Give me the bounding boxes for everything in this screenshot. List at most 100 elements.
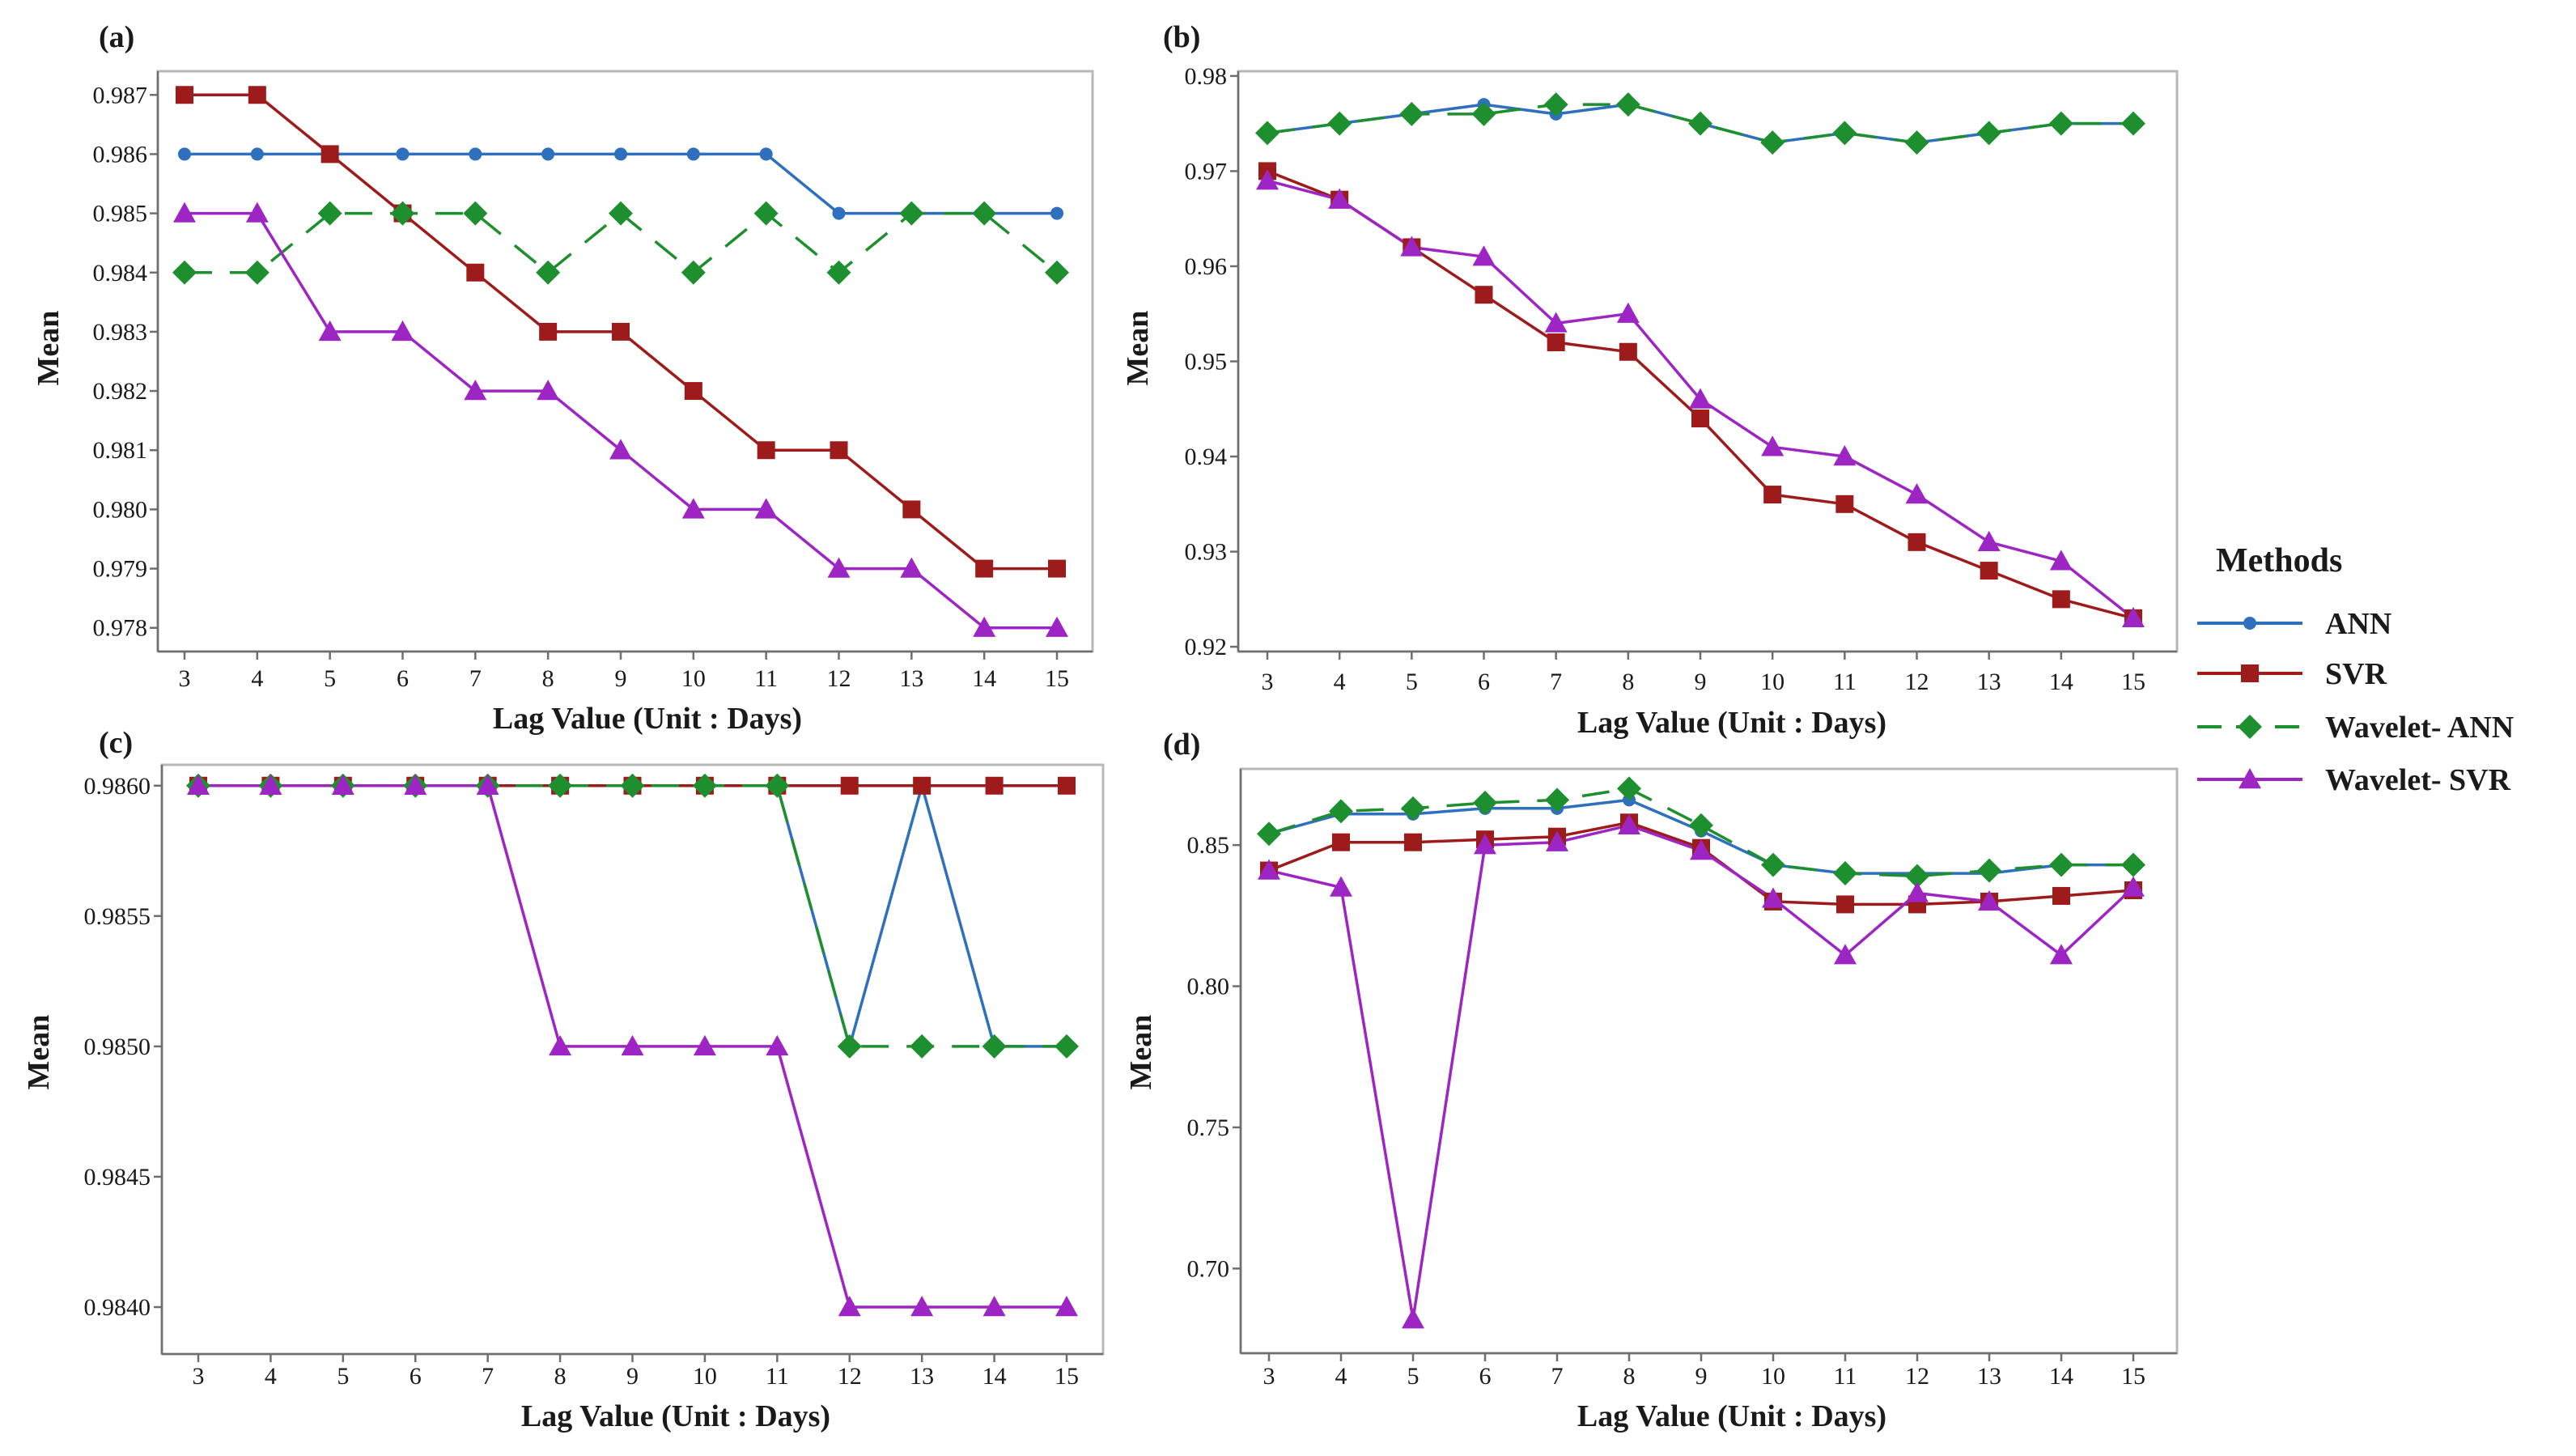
x-tick-label: 14 <box>982 1363 1007 1390</box>
x-tick-label: 11 <box>1833 669 1857 695</box>
panel-label: (a) <box>99 20 134 54</box>
data-point <box>1760 130 1785 155</box>
data-point <box>1544 312 1568 333</box>
x-tick-label: 6 <box>410 1363 422 1390</box>
x-tick-label: 10 <box>693 1363 717 1390</box>
data-point <box>1977 858 2001 883</box>
data-point <box>1055 1296 1078 1317</box>
data-point <box>837 1034 862 1059</box>
x-tick-label: 8 <box>1623 1363 1636 1390</box>
data-point <box>1045 260 1069 285</box>
data-point <box>248 86 266 104</box>
data-point <box>754 498 778 519</box>
x-tick-label: 14 <box>2049 669 2073 695</box>
panel-label: (b) <box>1163 20 1200 54</box>
data-point <box>973 616 996 637</box>
data-point <box>469 147 482 161</box>
x-tick-label: 12 <box>838 1363 862 1390</box>
data-point <box>1330 876 1352 897</box>
panel-d: (d) Lag Value (Unit : Days) Mean 3 4 5 6 7 8 9… <box>1124 728 2179 1433</box>
data-point <box>1835 495 1854 513</box>
y-tick-label: 0.94 <box>1185 444 1228 470</box>
data-point <box>982 1034 1007 1059</box>
data-point <box>982 1296 1006 1317</box>
data-point <box>693 1034 716 1056</box>
data-point <box>244 260 269 285</box>
y-axis-label: Mean <box>22 1015 56 1090</box>
x-tick-label: 3 <box>1263 1363 1275 1390</box>
y-tick-label: 0.983 <box>93 319 148 346</box>
data-point <box>830 441 848 460</box>
data-point <box>1762 887 1785 908</box>
x-tick-label: 9 <box>1695 669 1707 695</box>
x-tick-label: 4 <box>251 665 263 692</box>
x-tick-label: 15 <box>2121 669 2145 695</box>
data-point <box>2049 852 2073 877</box>
data-point <box>1690 839 1712 860</box>
data-point <box>1832 121 1857 146</box>
data-point <box>541 147 555 161</box>
data-point <box>178 147 191 161</box>
x-tick-label: 13 <box>1977 1363 2001 1390</box>
data-point <box>838 1296 861 1317</box>
data-point <box>975 559 994 578</box>
data-point <box>1402 1308 1424 1329</box>
x-tick-label: 13 <box>1977 669 2001 695</box>
data-point <box>1906 881 1929 902</box>
y-tick-label: 0.85 <box>1187 832 1230 859</box>
data-point <box>681 498 705 519</box>
y-tick-label: 0.979 <box>93 556 148 583</box>
data-point <box>1472 245 1496 266</box>
x-tick-label: 11 <box>754 665 778 692</box>
x-tick-label: 13 <box>910 1363 934 1390</box>
data-point <box>1689 813 1713 838</box>
data-point <box>1545 787 1569 813</box>
data-point <box>1761 435 1785 456</box>
data-point <box>1618 813 1640 834</box>
data-point <box>1471 101 1496 126</box>
data-point <box>536 260 561 285</box>
data-point <box>972 201 997 226</box>
data-point <box>1399 101 1424 126</box>
data-point <box>1617 776 1641 801</box>
legend-label: SVR <box>2325 657 2387 691</box>
data-point <box>1616 302 1640 323</box>
data-point <box>2048 111 2073 136</box>
y-tick-label: 0.9840 <box>84 1294 151 1321</box>
x-tick-label: 5 <box>337 1363 349 1390</box>
data-point <box>391 320 414 342</box>
data-point <box>390 201 415 226</box>
data-point <box>614 147 627 161</box>
data-point <box>1833 445 1857 466</box>
plot-frame <box>160 763 1105 1356</box>
y-tick-label: 0.80 <box>1187 974 1230 1000</box>
x-tick-label: 3 <box>179 665 191 692</box>
data-point <box>2052 590 2070 609</box>
x-tick-label: 13 <box>899 665 923 692</box>
y-axis-label: Mean <box>32 311 66 386</box>
data-point <box>1836 895 1854 914</box>
panel-c: (c) Lag Value (Unit : Days) Mean 3 4 5 6 7 8 9… <box>22 726 1105 1433</box>
x-tick-label: 12 <box>1905 669 1929 695</box>
x-tick-label: 6 <box>1478 669 1490 695</box>
x-tick-label: 9 <box>615 665 627 692</box>
data-point <box>753 201 779 226</box>
y-tick-label: 0.97 <box>1185 158 1228 185</box>
y-tick-label: 0.92 <box>1185 634 1228 660</box>
data-point <box>1475 286 1493 304</box>
data-point <box>2050 944 2073 965</box>
data-point <box>902 500 921 519</box>
x-tick-label: 8 <box>554 1363 567 1390</box>
data-point <box>1978 889 2001 911</box>
y-axis-label: Mean <box>1121 311 1155 386</box>
plot-frame <box>156 70 1094 653</box>
data-point <box>1256 169 1279 190</box>
data-point <box>2122 606 2145 628</box>
data-point <box>985 776 1004 795</box>
plot-frame <box>1237 70 2179 653</box>
legend-item: SVR <box>2197 657 2387 691</box>
data-point <box>1404 833 1422 851</box>
data-point <box>766 1034 789 1056</box>
y-tick-label: 0.981 <box>93 437 148 464</box>
data-point <box>832 206 846 220</box>
